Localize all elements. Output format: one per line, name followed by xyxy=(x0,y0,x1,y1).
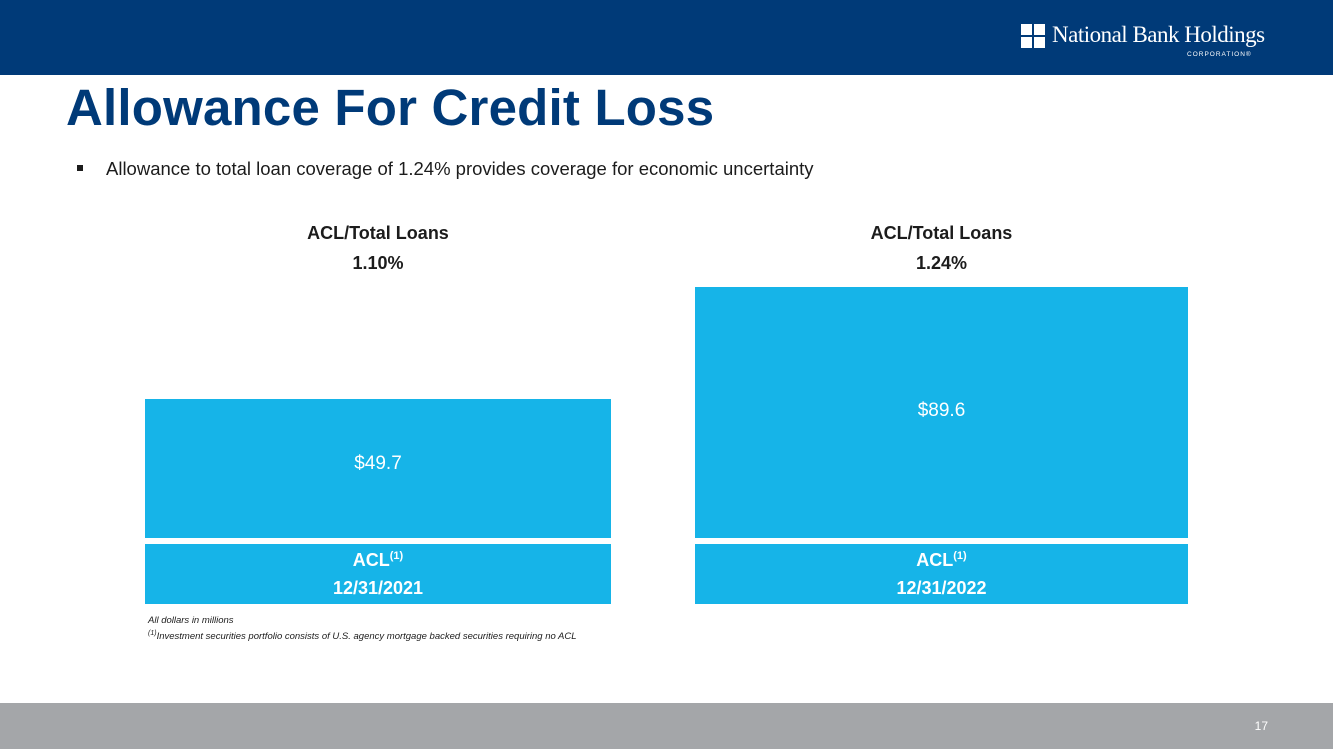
series-label-text-1: ACL xyxy=(352,550,390,570)
ratio-header-1: ACL/Total Loans xyxy=(307,223,449,243)
bar-value-label-2: $89.6 xyxy=(917,400,966,421)
logo-subtitle: CORPORATION® xyxy=(1187,51,1252,58)
series-footnote-ref-1: (1) xyxy=(389,550,404,562)
bullet-point: Allowance to total loan coverage of 1.24… xyxy=(77,158,814,180)
bullet-text: Allowance to total loan coverage of 1.24… xyxy=(106,158,814,179)
ratio-value-2: 1.24% xyxy=(915,253,968,273)
page-number: 17 xyxy=(1254,719,1268,733)
series-label-2: ACL(1) xyxy=(695,550,1188,571)
bar-2 xyxy=(695,287,1188,538)
series-footnote-ref-2: (1) xyxy=(953,550,967,562)
footnote-1-ref: (1) xyxy=(148,630,157,637)
category-box-1: ACL(1) 12/31/2021 xyxy=(145,544,611,604)
header-bar: National Bank Holdings CORPORATION® xyxy=(0,0,1333,75)
acl-bar-chart: ACL/Total Loans 1.10% $49.7 ACL(1) 12/31/202… xyxy=(0,200,1333,620)
category-label-2: 12/31/2022 xyxy=(896,578,987,598)
footnote-1-text: Investment securities portfolio consists… xyxy=(156,631,577,643)
footnotes: All dollars in millions (1)Investment se… xyxy=(148,614,577,643)
bullet-square-icon xyxy=(77,165,83,172)
bar-value-label-1: $49.7 xyxy=(354,452,402,474)
series-label-text-2: ACL xyxy=(916,550,954,570)
category-label-1: 12/31/2021 xyxy=(332,578,424,598)
ratio-value-1: 1.10% xyxy=(352,253,404,273)
page-title: Allowance For Credit Loss xyxy=(66,79,715,136)
category-box-2: ACL(1) 12/31/2022 xyxy=(695,544,1188,604)
footnote-units: All dollars in millions xyxy=(148,615,234,626)
series-label-1: ACL(1) xyxy=(145,550,611,571)
ratio-header-2: ACL/Total Loans xyxy=(870,223,1013,243)
logo-grid-icon xyxy=(1021,24,1045,48)
footer-bar: 17 xyxy=(0,703,1333,749)
logo-name: National Bank Holdings xyxy=(1052,22,1265,47)
footnote-1: (1)Investment securities portfolio consi… xyxy=(148,627,577,643)
bar-1 xyxy=(145,398,611,538)
